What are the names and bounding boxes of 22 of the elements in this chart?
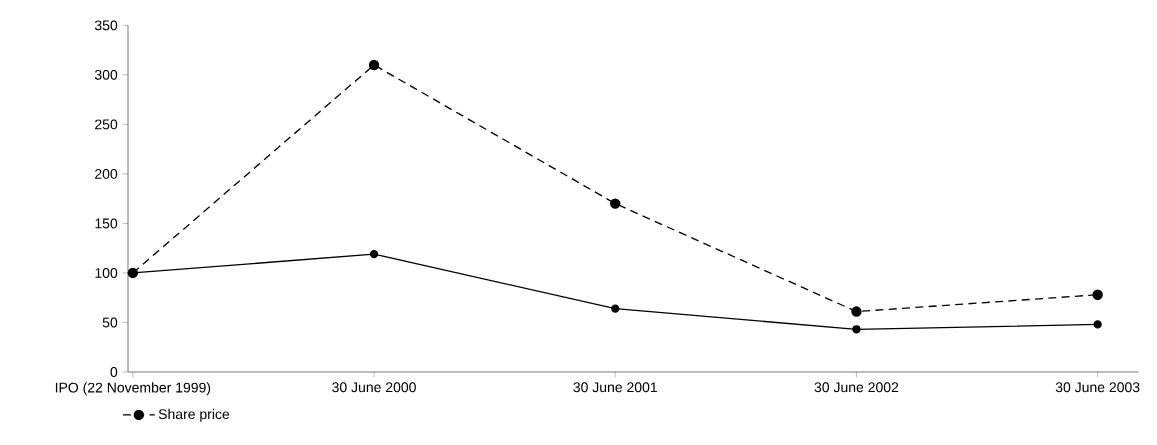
y-tick-label: 100 [95, 268, 118, 278]
point [1093, 320, 1102, 329]
x-tick-label: IPO (22 November 1999) [55, 382, 211, 396]
point [610, 198, 621, 209]
y-tick-label: 300 [94, 69, 118, 80]
x-tick-label: 30 June 2001 [573, 382, 657, 393]
point [851, 306, 862, 317]
legend-label: Share price [158, 408, 230, 422]
y-tick-label: 50 [102, 317, 118, 328]
x-tick-label: 30 June 2002 [814, 382, 899, 393]
point [611, 304, 620, 313]
x-tick-label: 30 June 2003 [1055, 382, 1140, 393]
point [368, 59, 380, 71]
point [852, 325, 861, 334]
y-tick-label: 150 [95, 218, 118, 229]
x-tick-label: 30 June 2000 [332, 382, 416, 393]
point [1092, 289, 1103, 300]
y-tick-label: 200 [95, 168, 118, 179]
y-tick-label: 250 [95, 119, 118, 130]
point [369, 249, 379, 259]
y-tick-label: 350 [94, 20, 118, 31]
y-tick-label: 0 [110, 367, 118, 377]
